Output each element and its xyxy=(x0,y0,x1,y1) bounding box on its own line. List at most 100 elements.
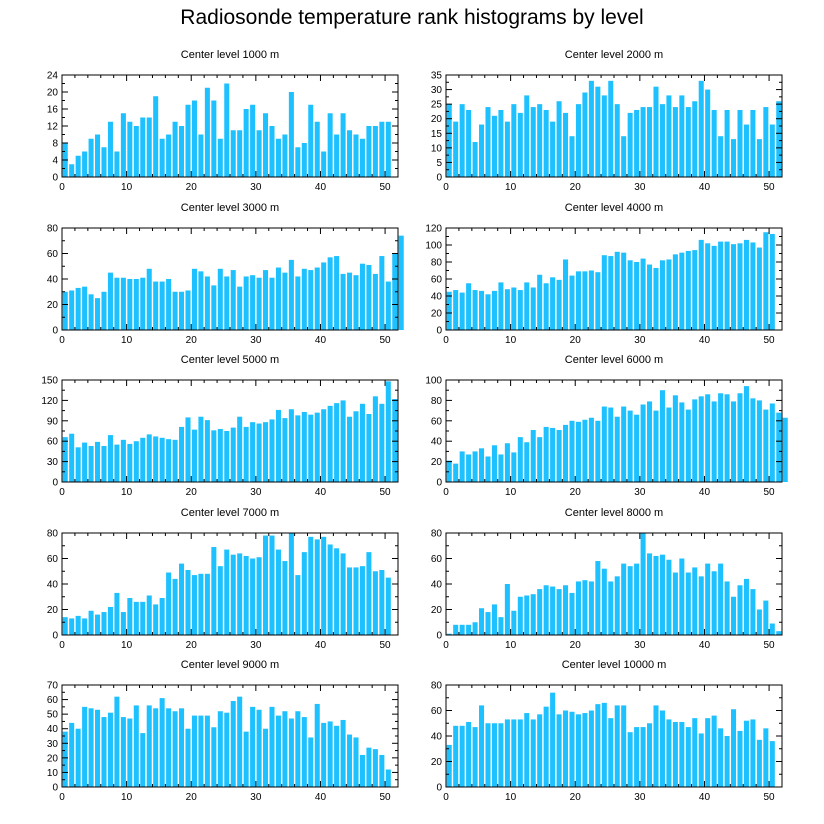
bar xyxy=(524,442,530,482)
bar xyxy=(101,147,107,177)
y-tick-label: 60 xyxy=(47,249,59,260)
bar xyxy=(308,414,314,482)
bar xyxy=(537,589,543,635)
bar xyxy=(256,557,262,635)
bar xyxy=(366,552,372,636)
bar xyxy=(288,259,294,331)
bar xyxy=(530,719,536,787)
bar xyxy=(243,426,249,482)
bar xyxy=(295,415,301,482)
bar xyxy=(230,427,236,482)
bar xyxy=(133,279,139,330)
bar xyxy=(672,254,678,330)
bar xyxy=(756,739,762,787)
bar xyxy=(524,282,530,330)
bar xyxy=(685,250,691,330)
bar xyxy=(140,117,146,177)
bar xyxy=(204,715,210,787)
bar xyxy=(601,406,607,482)
bar xyxy=(517,596,523,635)
x-tick-label: 30 xyxy=(250,640,262,651)
y-tick-label: 50 xyxy=(47,710,59,721)
bar xyxy=(172,291,178,330)
bar xyxy=(743,239,749,330)
bar xyxy=(321,409,327,482)
bar xyxy=(491,604,497,635)
bar xyxy=(314,703,320,787)
x-tick-label: 10 xyxy=(121,182,133,193)
bar xyxy=(385,281,391,330)
y-tick-label: 10 xyxy=(47,768,59,779)
bar xyxy=(133,601,139,635)
bar xyxy=(479,608,485,635)
bar xyxy=(230,554,236,635)
bar xyxy=(166,439,172,482)
bar xyxy=(498,282,504,330)
y-tick-label: 5 xyxy=(436,158,442,169)
bar xyxy=(359,403,365,482)
bar xyxy=(647,723,653,787)
bar xyxy=(640,727,646,787)
bar xyxy=(659,390,665,482)
bar xyxy=(159,281,165,330)
y-tick-label: 20 xyxy=(431,605,443,616)
bar xyxy=(743,578,749,635)
y-tick-label: 20 xyxy=(47,753,59,764)
bar xyxy=(750,589,756,635)
bar xyxy=(446,104,452,177)
bar xyxy=(556,279,562,330)
bar xyxy=(204,420,210,482)
bar xyxy=(75,615,81,636)
bar xyxy=(569,275,575,330)
bar xyxy=(601,255,607,330)
bar xyxy=(198,715,204,787)
y-tick-label: 0 xyxy=(52,326,58,337)
bar xyxy=(459,624,465,635)
bar xyxy=(453,463,459,482)
x-tick-label: 10 xyxy=(121,335,133,346)
bar xyxy=(446,291,452,330)
bar xyxy=(731,244,737,330)
bar xyxy=(88,294,94,330)
x-tick-label: 0 xyxy=(443,182,449,193)
x-tick-label: 0 xyxy=(443,335,449,346)
bar xyxy=(179,563,185,635)
bar xyxy=(282,272,288,331)
bar xyxy=(107,712,113,787)
bar xyxy=(511,104,517,177)
bar xyxy=(582,580,588,635)
bar xyxy=(230,130,236,177)
bar xyxy=(314,539,320,636)
bar xyxy=(75,728,81,787)
bar xyxy=(466,283,472,330)
y-tick-label: 90 xyxy=(47,416,59,427)
x-tick-label: 50 xyxy=(764,182,776,193)
x-tick-label: 0 xyxy=(59,640,65,651)
bar xyxy=(275,549,281,635)
bar xyxy=(718,563,724,635)
x-tick-label: 50 xyxy=(380,182,392,193)
bar xyxy=(347,734,353,787)
bar xyxy=(453,290,459,330)
bar xyxy=(334,256,340,330)
bar xyxy=(269,277,275,330)
chart-panel-6: Center level 6000 m 0 10 20 30 40 50 0 20 40 60 80 1… xyxy=(425,354,788,498)
y-tick-label: 60 xyxy=(431,416,443,427)
y-tick-label: 20 xyxy=(431,457,443,468)
bar xyxy=(588,710,594,787)
x-tick-label: 0 xyxy=(59,487,65,498)
bar xyxy=(718,241,724,330)
bar xyxy=(308,270,314,330)
y-tick-label: 10 xyxy=(431,143,443,154)
bar xyxy=(504,584,510,635)
bar xyxy=(372,749,378,787)
bar xyxy=(250,558,256,635)
y-tick-label: 0 xyxy=(52,783,58,794)
y-tick-label: 0 xyxy=(52,173,58,184)
bar xyxy=(692,250,698,330)
bar xyxy=(385,769,391,787)
bar xyxy=(224,549,230,635)
y-tick-label: 80 xyxy=(431,258,443,269)
bar xyxy=(191,429,197,482)
y-tick-label: 0 xyxy=(436,326,442,337)
